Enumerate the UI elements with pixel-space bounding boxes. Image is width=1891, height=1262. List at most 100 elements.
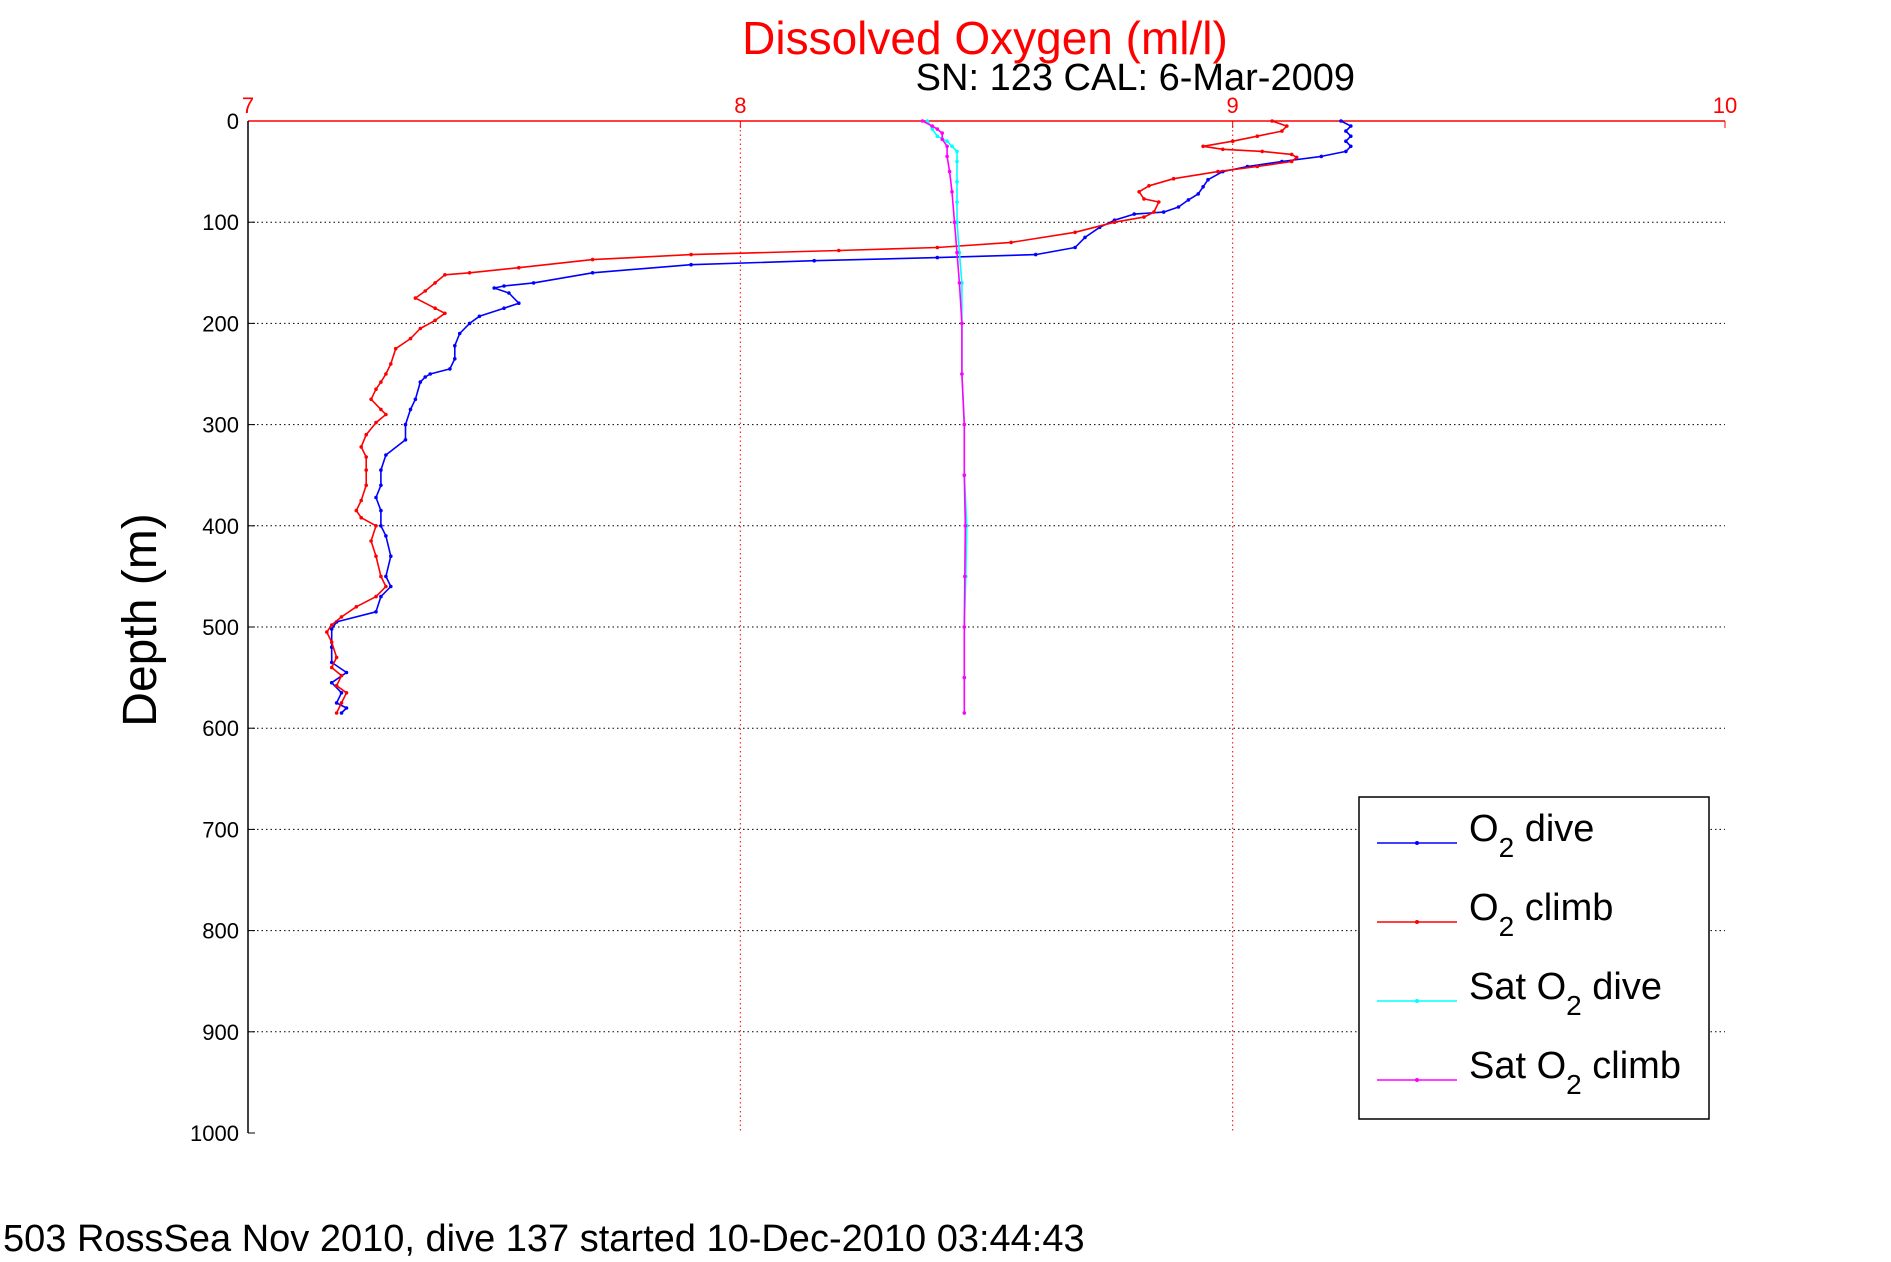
data-point (413, 397, 418, 402)
data-point (1152, 210, 1156, 214)
data-point (1349, 124, 1353, 128)
data-point (1132, 212, 1136, 216)
data-point (374, 524, 378, 528)
data-point (359, 445, 364, 449)
legend-label: Sat O2 climb (1469, 1045, 1681, 1100)
data-point (1009, 240, 1013, 245)
data-point (1260, 149, 1264, 154)
data-point (1171, 176, 1176, 181)
data-point (369, 397, 373, 402)
data-point (334, 655, 339, 660)
data-point (379, 468, 383, 472)
data-point (389, 584, 393, 589)
data-point (837, 248, 841, 253)
data-point (384, 534, 388, 538)
data-point (1221, 147, 1225, 152)
data-point (1339, 119, 1343, 123)
data-point (379, 380, 383, 384)
x-tick-label: 10 (1713, 93, 1737, 118)
data-point (962, 473, 967, 478)
data-point (940, 131, 944, 135)
data-point (354, 508, 359, 513)
data-point (364, 432, 369, 437)
data-point (467, 321, 472, 326)
data-point (1196, 192, 1200, 196)
data-point (517, 265, 521, 270)
data-point (344, 691, 349, 695)
data-point (339, 711, 344, 715)
data-point (950, 144, 954, 149)
data-point (1176, 205, 1181, 209)
data-point (920, 119, 925, 123)
data-point (1083, 235, 1087, 240)
data-point (492, 286, 497, 290)
data-point (689, 252, 693, 257)
data-point (384, 584, 388, 589)
data-point (955, 220, 959, 224)
data-point (1157, 200, 1161, 204)
data-point (393, 346, 398, 351)
legend: O2 dive O2 climb Sat O2 dive Sat O2 climb (1358, 796, 1710, 1120)
legend-entry: Sat O2 climb (1377, 1045, 1681, 1100)
data-point (403, 438, 408, 442)
grid (248, 121, 1725, 1133)
data-point (453, 343, 457, 348)
legend-entry: Sat O2 dive (1377, 966, 1662, 1021)
series-group (325, 119, 1353, 715)
data-point (364, 455, 369, 459)
data-point (374, 495, 378, 500)
data-point (590, 271, 595, 275)
data-point (443, 311, 447, 316)
data-point (433, 318, 437, 323)
y-tick-label: 800 (202, 919, 239, 944)
data-point (1344, 149, 1348, 154)
data-point (1161, 210, 1166, 214)
data-point (403, 422, 408, 427)
data-point (955, 200, 959, 204)
data-point (962, 711, 967, 715)
data-point (374, 610, 378, 614)
data-point (453, 357, 457, 361)
data-point (364, 483, 369, 488)
data-point (1201, 185, 1205, 189)
legend-label: O2 climb (1469, 887, 1613, 942)
legend-entry: O2 climb (1377, 887, 1613, 942)
data-point (945, 154, 949, 159)
data-point (950, 190, 954, 194)
data-point (329, 623, 334, 627)
data-point (384, 453, 388, 457)
data-point (1319, 154, 1324, 159)
legend-entry: O2 dive (1377, 808, 1594, 863)
x-tick-label: 7 (242, 93, 254, 118)
data-point (374, 420, 378, 425)
data-point (935, 255, 940, 260)
data-point (930, 127, 935, 131)
data-point (364, 468, 369, 472)
data-point (423, 289, 428, 293)
data-point (384, 412, 388, 417)
data-point (379, 524, 383, 528)
data-point (477, 314, 482, 319)
data-point (502, 284, 506, 288)
y-tick-label: 100 (202, 210, 239, 235)
data-point (384, 574, 388, 579)
data-point (945, 144, 949, 149)
data-point (1285, 124, 1289, 128)
data-point (962, 625, 967, 629)
data-point (1270, 119, 1274, 123)
data-point (359, 515, 364, 520)
data-point (1112, 220, 1117, 224)
series-o2-climb (325, 119, 1299, 715)
data-point (1073, 230, 1077, 235)
data-point (334, 711, 339, 715)
x-tick-label: 8 (734, 93, 746, 118)
data-point (935, 245, 940, 250)
data-point (379, 407, 383, 412)
data-point (329, 665, 334, 670)
data-point (374, 594, 378, 599)
legend-swatch-marker (1415, 1078, 1419, 1082)
data-point (962, 422, 967, 427)
data-point (940, 137, 944, 141)
